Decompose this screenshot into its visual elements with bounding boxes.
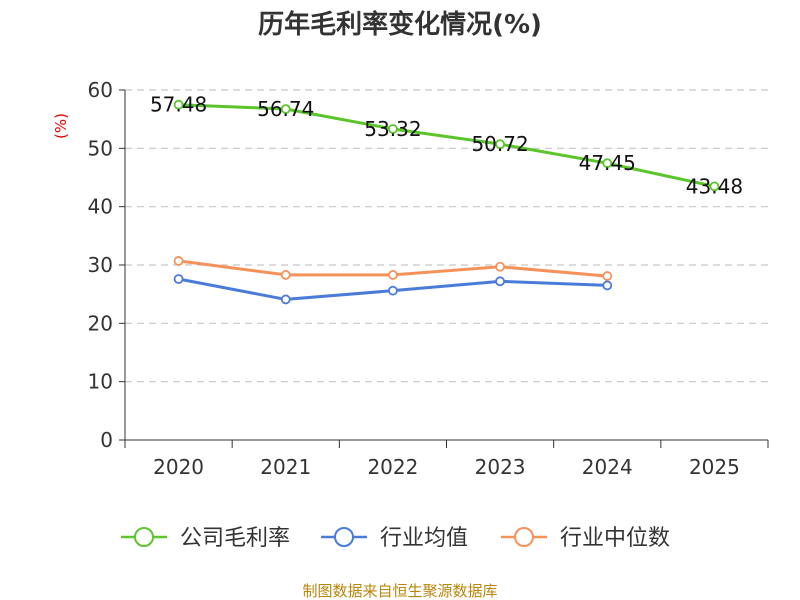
series-0-point-2020: [173, 99, 184, 110]
legend-label-0: 公司毛利率: [180, 526, 290, 551]
data-label-2020: 57.48: [150, 93, 207, 117]
legend-marker-0: [134, 527, 154, 547]
series-2-point-2023: [495, 261, 505, 272]
y-tick-label-30: 30: [88, 253, 113, 277]
series-1-point-2022: [388, 285, 398, 296]
series-0-point-2023: [495, 139, 505, 150]
x-tick-label-2022: 2022: [367, 455, 418, 479]
series-0-point-2025: [709, 181, 720, 192]
series-lines: [173, 99, 720, 305]
y-axis-unit: (%): [52, 113, 70, 139]
series-0-point-2022: [388, 124, 398, 134]
legend-label-2: 行业中位数: [560, 526, 670, 551]
series-1-point-2023: [495, 276, 505, 287]
x-tick-label-2021: 2021: [260, 455, 311, 479]
legend-label-1: 行业均值: [380, 526, 468, 551]
y-tick-label-0: 0: [100, 428, 113, 452]
y-tick-label-40: 40: [88, 195, 113, 219]
y-tick-label-50: 50: [88, 136, 113, 160]
series-2-point-2024: [602, 271, 613, 281]
x-tick-label-2023: 2023: [475, 455, 526, 479]
y-tick-label-60: 60: [88, 78, 113, 102]
series-2-point-2020: [173, 256, 184, 266]
y-tick-label-20: 20: [88, 311, 113, 335]
legend-marker-1: [334, 527, 354, 547]
data-label-2021: 56.74: [257, 97, 314, 121]
legend: 公司毛利率 行业均值 行业中位数: [121, 526, 670, 551]
series-2-point-2021: [280, 270, 291, 280]
grid-lines: [125, 89, 768, 383]
data-label-2023: 50.72: [471, 132, 528, 156]
axes: 0 10 20 30 40 50 60 2020 2021 2022 2023 2024 2025: [88, 78, 769, 479]
x-tick-label-2024: 2024: [582, 455, 633, 479]
series-1-point-2024: [602, 280, 613, 291]
series-0-point-2021: [280, 104, 291, 114]
y-tick-label-10: 10: [88, 370, 113, 394]
data-label-2025: 43.48: [686, 174, 743, 198]
series-line-0: [178, 103, 715, 188]
chart-title: 历年毛利率变化情况(%): [258, 9, 542, 40]
series-1-point-2021: [280, 294, 291, 305]
x-tick-label-2025: 2025: [689, 455, 740, 479]
legend-marker-2: [514, 527, 534, 547]
data-labels: 57.48 56.74 53.32 50.72 47.45 43.48: [150, 93, 743, 199]
data-label-2024: 47.45: [579, 151, 636, 175]
series-1-point-2020: [173, 274, 184, 284]
source-note: 制图数据来自恒生聚源数据库: [302, 582, 497, 600]
x-tick-label-2020: 2020: [153, 455, 204, 479]
data-label-2022: 53.32: [364, 117, 421, 141]
series-0-point-2024: [602, 158, 613, 169]
series-2-point-2022: [388, 270, 398, 280]
